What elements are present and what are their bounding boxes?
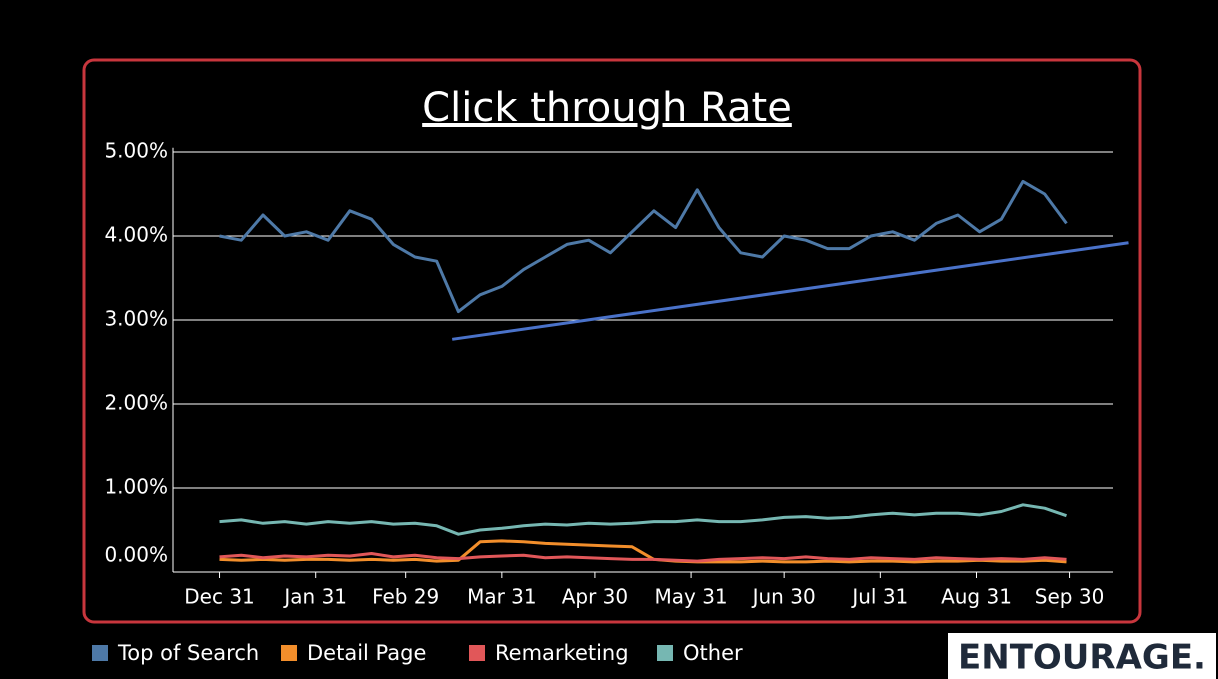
y-tick-label: 0.00% (104, 543, 168, 567)
legend-label: Remarketing (495, 641, 629, 665)
legend-label: Detail Page (307, 641, 426, 665)
y-tick-label: 5.00% (104, 139, 168, 163)
x-tick-label: Feb 29 (372, 585, 439, 609)
legend-label: Top of Search (117, 641, 259, 665)
y-tick-label: 2.00% (104, 391, 168, 415)
series-line (219, 503, 1067, 536)
legend-label: Other (683, 641, 743, 665)
x-tick-label: Apr 30 (562, 585, 628, 609)
logo-box (948, 633, 1216, 679)
y-tick-label: 4.00% (104, 223, 168, 247)
x-tick-label: Aug 31 (941, 585, 1012, 609)
x-tick-label: May 31 (655, 585, 728, 609)
series-line (219, 539, 1067, 564)
legend-swatch (281, 645, 297, 661)
y-tick-label: 1.00% (104, 475, 168, 499)
legend-swatch (92, 645, 108, 661)
series-line (219, 552, 1067, 563)
trendline (451, 241, 1129, 341)
chart-frame (82, 58, 1142, 624)
logo: ENTOURAGE. (958, 638, 1206, 678)
legend-swatch (469, 645, 485, 661)
series-line (219, 179, 1068, 314)
x-tick-label: Jul 31 (850, 585, 908, 609)
legend-swatch (657, 645, 673, 661)
x-tick-label: Sep 30 (1035, 585, 1105, 609)
chart-title: Click through Rate (422, 85, 792, 131)
y-tick-label: 3.00% (104, 307, 168, 331)
x-tick-label: Jan 31 (282, 585, 347, 609)
x-tick-label: Dec 31 (184, 585, 255, 609)
x-tick-label: Mar 31 (467, 585, 537, 609)
x-tick-label: Jun 30 (751, 585, 816, 609)
